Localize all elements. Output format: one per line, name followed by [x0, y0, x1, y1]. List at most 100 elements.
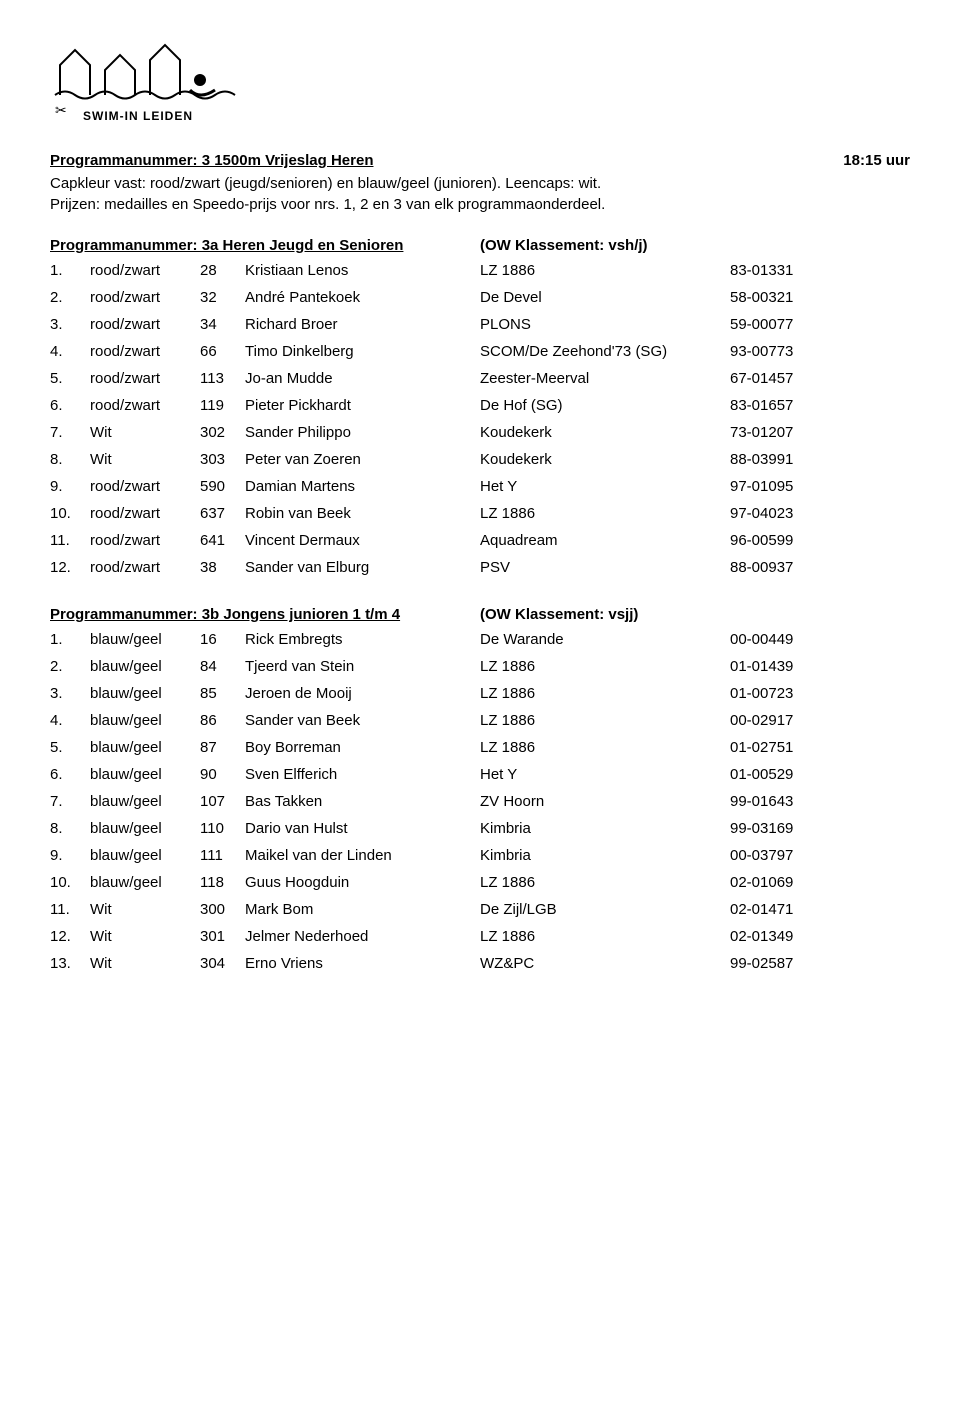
rank-cell: 9.	[50, 478, 90, 495]
code-cell: 99-02587	[730, 955, 830, 972]
num-cell: 637	[200, 505, 245, 522]
section-a-header: Programmanummer: 3a Heren Jeugd en Senio…	[50, 237, 910, 254]
table-row: 5.blauw/geel87Boy BorremanLZ 188601-0275…	[50, 739, 910, 756]
num-cell: 110	[200, 820, 245, 837]
rank-cell: 12.	[50, 559, 90, 576]
info-capcolor: Capkleur vast: rood/zwart (jeugd/seniore…	[50, 175, 910, 192]
table-row: 3.blauw/geel85Jeroen de MooijLZ 188601-0…	[50, 685, 910, 702]
table-row: 6.blauw/geel90Sven ElfferichHet Y01-0052…	[50, 766, 910, 783]
name-cell: Mark Bom	[245, 901, 480, 918]
cap-cell: blauw/geel	[90, 847, 200, 864]
club-cell: De Zijl/LGB	[480, 901, 730, 918]
rank-cell: 1.	[50, 631, 90, 648]
num-cell: 34	[200, 316, 245, 333]
cap-cell: rood/zwart	[90, 370, 200, 387]
name-cell: Rick Embregts	[245, 631, 480, 648]
rank-cell: 1.	[50, 262, 90, 279]
table-row: 9.blauw/geel111Maikel van der LindenKimb…	[50, 847, 910, 864]
code-cell: 97-04023	[730, 505, 830, 522]
cap-cell: rood/zwart	[90, 559, 200, 576]
num-cell: 641	[200, 532, 245, 549]
num-cell: 86	[200, 712, 245, 729]
num-cell: 300	[200, 901, 245, 918]
name-cell: Pieter Pickhardt	[245, 397, 480, 414]
cap-cell: rood/zwart	[90, 532, 200, 549]
cap-cell: rood/zwart	[90, 505, 200, 522]
code-cell: 00-03797	[730, 847, 830, 864]
rank-cell: 3.	[50, 685, 90, 702]
name-cell: Jo-an Mudde	[245, 370, 480, 387]
club-cell: LZ 1886	[480, 685, 730, 702]
code-cell: 01-00529	[730, 766, 830, 783]
num-cell: 85	[200, 685, 245, 702]
table-row: 1.blauw/geel16Rick EmbregtsDe Warande00-…	[50, 631, 910, 648]
cap-cell: blauw/geel	[90, 631, 200, 648]
code-cell: 59-00077	[730, 316, 830, 333]
table-row: 4.rood/zwart66Timo DinkelbergSCOM/De Zee…	[50, 343, 910, 360]
name-cell: Sven Elfferich	[245, 766, 480, 783]
num-cell: 16	[200, 631, 245, 648]
table-row: 8.Wit303Peter van ZoerenKoudekerk88-0399…	[50, 451, 910, 468]
code-cell: 73-01207	[730, 424, 830, 441]
code-cell: 02-01471	[730, 901, 830, 918]
num-cell: 107	[200, 793, 245, 810]
cap-cell: Wit	[90, 955, 200, 972]
name-cell: Jelmer Nederhoed	[245, 928, 480, 945]
num-cell: 84	[200, 658, 245, 675]
club-cell: Het Y	[480, 478, 730, 495]
num-cell: 119	[200, 397, 245, 414]
num-cell: 590	[200, 478, 245, 495]
num-cell: 90	[200, 766, 245, 783]
section-b-classification: (OW Klassement: vsjj)	[480, 606, 910, 623]
name-cell: Robin van Beek	[245, 505, 480, 522]
name-cell: Tjeerd van Stein	[245, 658, 480, 675]
code-cell: 88-03991	[730, 451, 830, 468]
cap-cell: blauw/geel	[90, 874, 200, 891]
rank-cell: 3.	[50, 316, 90, 333]
cap-cell: rood/zwart	[90, 262, 200, 279]
cap-cell: Wit	[90, 928, 200, 945]
cap-cell: Wit	[90, 901, 200, 918]
table-row: 9.rood/zwart590Damian MartensHet Y97-010…	[50, 478, 910, 495]
club-cell: LZ 1886	[480, 712, 730, 729]
rank-cell: 13.	[50, 955, 90, 972]
code-cell: 99-01643	[730, 793, 830, 810]
name-cell: Bas Takken	[245, 793, 480, 810]
num-cell: 87	[200, 739, 245, 756]
club-cell: Kimbria	[480, 847, 730, 864]
cap-cell: blauw/geel	[90, 820, 200, 837]
table-row: 1.rood/zwart28Kristiaan LenosLZ 188683-0…	[50, 262, 910, 279]
cap-cell: rood/zwart	[90, 478, 200, 495]
club-cell: Zeester-Meerval	[480, 370, 730, 387]
cap-cell: blauw/geel	[90, 685, 200, 702]
code-cell: 83-01657	[730, 397, 830, 414]
code-cell: 96-00599	[730, 532, 830, 549]
table-row: 2.blauw/geel84Tjeerd van SteinLZ 188601-…	[50, 658, 910, 675]
rank-cell: 4.	[50, 712, 90, 729]
num-cell: 304	[200, 955, 245, 972]
code-cell: 83-01331	[730, 262, 830, 279]
cap-cell: blauw/geel	[90, 658, 200, 675]
name-cell: André Pantekoek	[245, 289, 480, 306]
club-cell: WZ&PC	[480, 955, 730, 972]
name-cell: Timo Dinkelberg	[245, 343, 480, 360]
table-row: 6.rood/zwart119Pieter PickhardtDe Hof (S…	[50, 397, 910, 414]
section-b-rows: 1.blauw/geel16Rick EmbregtsDe Warande00-…	[50, 631, 910, 972]
club-cell: LZ 1886	[480, 658, 730, 675]
code-cell: 99-03169	[730, 820, 830, 837]
club-cell: SCOM/De Zeehond'73 (SG)	[480, 343, 730, 360]
num-cell: 302	[200, 424, 245, 441]
cap-cell: rood/zwart	[90, 316, 200, 333]
num-cell: 38	[200, 559, 245, 576]
rank-cell: 10.	[50, 505, 90, 522]
name-cell: Guus Hoogduin	[245, 874, 480, 891]
name-cell: Erno Vriens	[245, 955, 480, 972]
club-cell: Aquadream	[480, 532, 730, 549]
section-a-classification: (OW Klassement: vsh/j)	[480, 237, 910, 254]
name-cell: Sander van Elburg	[245, 559, 480, 576]
club-cell: Koudekerk	[480, 451, 730, 468]
rank-cell: 4.	[50, 343, 90, 360]
name-cell: Maikel van der Linden	[245, 847, 480, 864]
info-prizes: Prijzen: medailles en Speedo-prijs voor …	[50, 196, 910, 213]
code-cell: 01-00723	[730, 685, 830, 702]
